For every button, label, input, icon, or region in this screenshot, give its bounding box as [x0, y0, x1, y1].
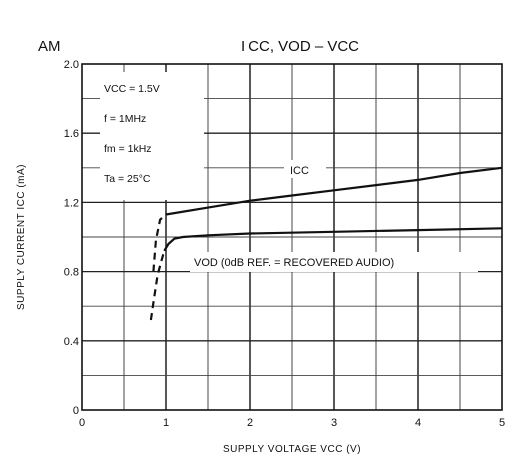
- x-tick-label: 1: [163, 417, 169, 429]
- y-tick-label: 2.0: [64, 59, 79, 71]
- x-tick-label: 2: [247, 417, 253, 429]
- x-tick-labels: 0 1 2 3 4 5: [79, 417, 505, 429]
- y-tick-label: 1.2: [64, 197, 79, 209]
- series-dashed-1: [149, 250, 166, 321]
- icc-label-background: [284, 160, 326, 178]
- series-layer: [149, 166, 503, 321]
- x-tick-label: 5: [499, 417, 505, 429]
- x-tick-label: 0: [79, 417, 85, 429]
- chart-title: I CC, VOD – VCC: [241, 38, 359, 55]
- condition-text: fm = 1kHz: [104, 143, 152, 155]
- series-label-icc: ICC: [290, 165, 309, 177]
- x-tick-label: 3: [331, 417, 337, 429]
- y-axis-label: SUPPLY CURRENT ICC (mA): [16, 164, 27, 310]
- corner-label: AM: [38, 38, 61, 55]
- y-tick-labels: 0 0.4 0.8 1.2 1.6 2.0: [64, 59, 79, 417]
- series-line-1: [163, 227, 503, 252]
- series-dashed-0: [152, 213, 167, 272]
- y-tick-label: 1.6: [64, 128, 79, 140]
- series-label-vod: VOD (0dB REF. = RECOVERED AUDIO): [194, 257, 394, 269]
- x-tick-label: 4: [415, 417, 421, 429]
- conditions-block: VCC = 1.5V f = 1MHz fm = 1kHz Ta = 25°C: [104, 83, 160, 185]
- y-tick-label: 0.4: [64, 336, 79, 348]
- condition-text: f = 1MHz: [104, 113, 146, 125]
- condition-text: VCC = 1.5V: [104, 83, 160, 95]
- condition-text: Ta = 25°C: [104, 173, 151, 185]
- y-tick-label: 0.8: [64, 267, 79, 279]
- conditions-background: [100, 72, 204, 200]
- plot-frame: [81, 63, 503, 411]
- series-line-0: [165, 166, 503, 216]
- vod-label-background: [190, 252, 478, 272]
- y-tick-label: 0: [73, 405, 79, 417]
- x-axis-label: SUPPLY VOLTAGE VCC (V): [223, 444, 361, 455]
